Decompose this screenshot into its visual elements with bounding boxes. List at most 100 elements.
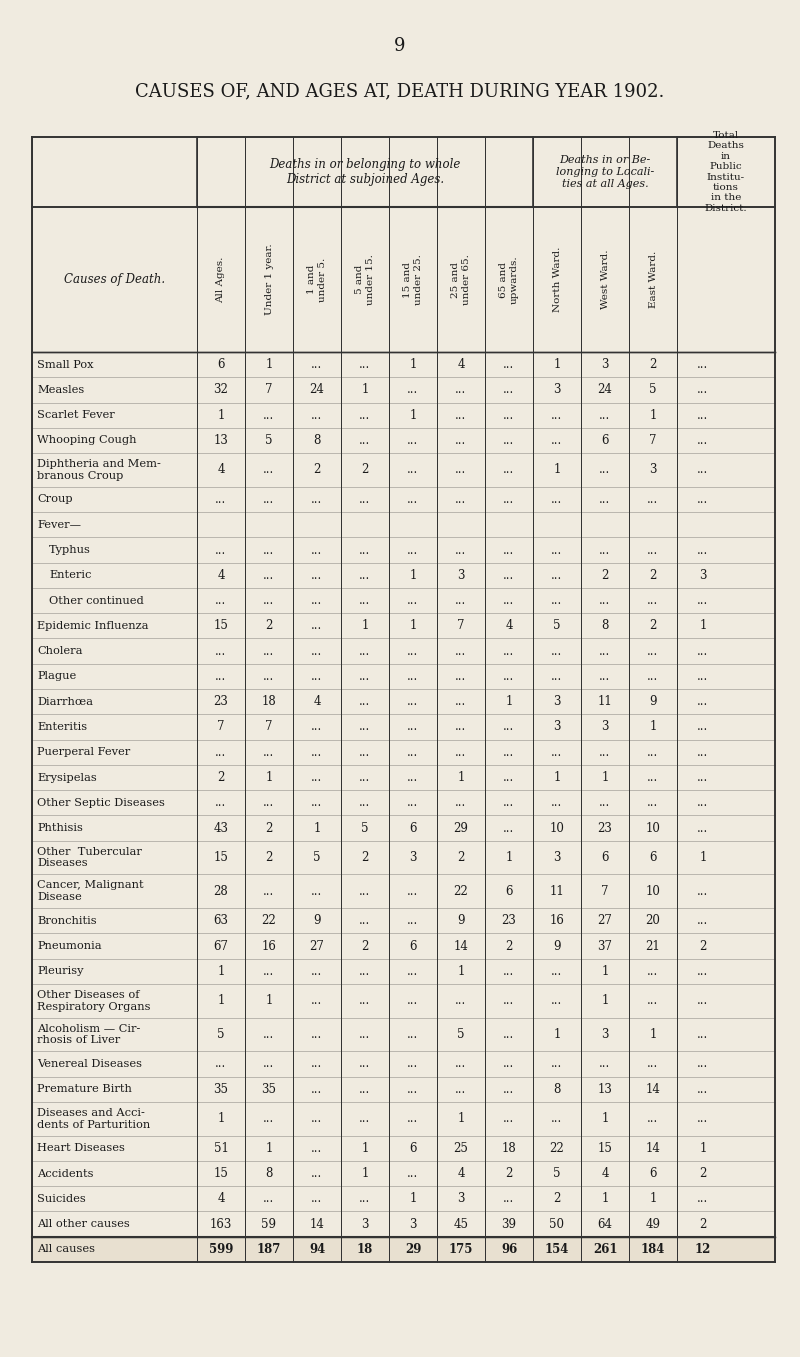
Text: Other continued: Other continued xyxy=(49,596,144,605)
Text: ...: ... xyxy=(359,434,370,446)
Text: 1: 1 xyxy=(458,771,465,784)
Text: 1: 1 xyxy=(266,995,273,1007)
Text: ...: ... xyxy=(599,408,610,422)
Text: ...: ... xyxy=(599,645,610,658)
Text: Plague: Plague xyxy=(37,672,76,681)
Text: ...: ... xyxy=(407,384,418,396)
Text: 6: 6 xyxy=(218,358,225,370)
Text: ...: ... xyxy=(359,995,370,1007)
Text: 23: 23 xyxy=(502,915,517,927)
Text: 1: 1 xyxy=(650,1193,657,1205)
Text: ...: ... xyxy=(359,1083,370,1095)
Text: Bronchitis: Bronchitis xyxy=(37,916,97,925)
Text: 1: 1 xyxy=(506,851,513,864)
Text: 1: 1 xyxy=(266,771,273,784)
Text: 20: 20 xyxy=(646,915,661,927)
Text: 1: 1 xyxy=(699,619,706,632)
Text: ...: ... xyxy=(647,594,658,607)
Text: ...: ... xyxy=(647,771,658,784)
Text: ...: ... xyxy=(503,493,514,506)
Text: 4: 4 xyxy=(602,1167,609,1181)
Text: 3: 3 xyxy=(554,721,561,733)
Text: Deaths in or belonging to whole
District at subjoined Ages.: Deaths in or belonging to whole District… xyxy=(270,157,461,186)
Text: ...: ... xyxy=(407,965,418,978)
Text: ...: ... xyxy=(503,995,514,1007)
Text: 3: 3 xyxy=(554,851,561,864)
Text: ...: ... xyxy=(599,544,610,556)
Text: ...: ... xyxy=(698,1193,709,1205)
Text: ...: ... xyxy=(455,1083,466,1095)
Text: ...: ... xyxy=(647,1057,658,1071)
Text: 1 and
under 5.: 1 and under 5. xyxy=(307,258,326,301)
Text: ...: ... xyxy=(698,493,709,506)
Text: 261: 261 xyxy=(593,1243,618,1255)
Text: 23: 23 xyxy=(598,821,613,835)
Text: 14: 14 xyxy=(454,939,469,953)
Text: 3: 3 xyxy=(554,695,561,708)
Text: West Ward.: West Ward. xyxy=(601,250,610,309)
Text: 15: 15 xyxy=(214,851,229,864)
Text: 22: 22 xyxy=(262,915,276,927)
Text: 154: 154 xyxy=(545,1243,569,1255)
Text: 2: 2 xyxy=(602,569,609,582)
Text: 4: 4 xyxy=(458,358,465,370)
Text: 3: 3 xyxy=(602,721,609,733)
Text: 39: 39 xyxy=(502,1217,517,1231)
Text: ...: ... xyxy=(503,594,514,607)
Text: ...: ... xyxy=(359,771,370,784)
Text: 35: 35 xyxy=(262,1083,277,1095)
Text: 25: 25 xyxy=(454,1141,469,1155)
Text: ...: ... xyxy=(551,569,562,582)
Text: 28: 28 xyxy=(214,885,228,898)
Text: ...: ... xyxy=(551,670,562,683)
Text: 11: 11 xyxy=(598,695,612,708)
Text: ...: ... xyxy=(311,619,322,632)
Text: 8: 8 xyxy=(266,1167,273,1181)
Text: Phthisis: Phthisis xyxy=(37,824,83,833)
Text: ...: ... xyxy=(263,746,274,759)
Text: 16: 16 xyxy=(262,939,277,953)
Text: 14: 14 xyxy=(310,1217,325,1231)
Text: ...: ... xyxy=(455,695,466,708)
Text: 1: 1 xyxy=(506,695,513,708)
Text: ...: ... xyxy=(407,493,418,506)
Text: ...: ... xyxy=(359,1029,370,1041)
Text: 2: 2 xyxy=(362,464,369,476)
Text: 8: 8 xyxy=(314,434,321,446)
Text: Puerperal Fever: Puerperal Fever xyxy=(37,748,130,757)
Text: ...: ... xyxy=(263,493,274,506)
Text: 1: 1 xyxy=(554,358,561,370)
Text: 1: 1 xyxy=(410,619,417,632)
Text: 45: 45 xyxy=(454,1217,469,1231)
Text: 1: 1 xyxy=(362,619,369,632)
Text: ...: ... xyxy=(407,1083,418,1095)
Text: 1: 1 xyxy=(602,1193,609,1205)
Text: 1: 1 xyxy=(410,1193,417,1205)
Text: ...: ... xyxy=(263,885,274,898)
Text: ...: ... xyxy=(311,797,322,809)
Text: ...: ... xyxy=(647,544,658,556)
Text: ...: ... xyxy=(698,965,709,978)
Text: 11: 11 xyxy=(550,885,564,898)
Text: 2: 2 xyxy=(218,771,225,784)
Text: 21: 21 xyxy=(646,939,660,953)
Text: Cholera: Cholera xyxy=(37,646,82,657)
Text: 25 and
under 65.: 25 and under 65. xyxy=(451,254,470,305)
Text: 10: 10 xyxy=(550,821,565,835)
Text: 9: 9 xyxy=(394,37,406,56)
Text: 2: 2 xyxy=(650,569,657,582)
Text: Other Diseases of
Respiratory Organs: Other Diseases of Respiratory Organs xyxy=(37,991,150,1011)
Text: ...: ... xyxy=(311,721,322,733)
Text: 5: 5 xyxy=(314,851,321,864)
Text: Epidemic Influenza: Epidemic Influenza xyxy=(37,622,149,631)
Text: ...: ... xyxy=(599,797,610,809)
Text: Cancer, Malignant
Disease: Cancer, Malignant Disease xyxy=(37,881,144,902)
Text: ...: ... xyxy=(311,1167,322,1181)
Text: 14: 14 xyxy=(646,1083,661,1095)
Text: 49: 49 xyxy=(646,1217,661,1231)
Text: 16: 16 xyxy=(550,915,565,927)
Text: ...: ... xyxy=(311,1083,322,1095)
Text: 9: 9 xyxy=(458,915,465,927)
Text: ...: ... xyxy=(311,746,322,759)
Text: ...: ... xyxy=(698,885,709,898)
